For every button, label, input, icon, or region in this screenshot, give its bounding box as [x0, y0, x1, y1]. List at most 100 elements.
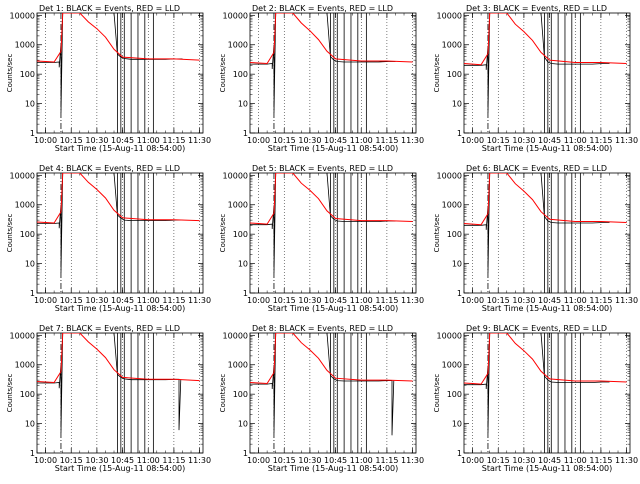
x-tick-label: 11:30	[401, 296, 424, 305]
panel-det-6: Det 6: BLACK = Events, RED = LLD Counts/s…	[433, 164, 638, 313]
x-tick-label: 11:00	[137, 136, 160, 145]
plot-frame	[36, 332, 204, 454]
y-axis-label: Counts/sec	[433, 374, 441, 413]
y-tick-label: 10	[25, 100, 35, 109]
y-tick-label: 10	[238, 260, 248, 269]
y-axis-label: Counts/sec	[433, 214, 441, 253]
chart-title: Det 8: BLACK = Events, RED = LLD	[252, 324, 393, 333]
x-tick-label: 10:45	[538, 136, 561, 145]
y-tick-label: 10	[25, 260, 35, 269]
series-events-line	[37, 333, 182, 433]
x-tick-label: 11:15	[589, 456, 612, 465]
y-tick-label: 100	[233, 390, 248, 399]
y-tick-label: 10000	[437, 171, 462, 180]
x-tick-label: 10:15	[60, 136, 83, 145]
x-tick-label: 11:15	[589, 296, 612, 305]
x-axis-label: Start Time (15-Aug-11 08:54:00)	[268, 304, 399, 313]
y-tick-label: 100	[20, 390, 35, 399]
x-tick-label: 11:15	[162, 456, 185, 465]
y-tick-label: 1	[457, 289, 462, 298]
x-tick-label: 10:45	[324, 456, 347, 465]
x-tick-label: 10:15	[487, 136, 510, 145]
x-tick-label: 10:30	[512, 456, 535, 465]
series-events-line	[464, 13, 610, 113]
x-tick-label: 11:00	[137, 296, 160, 305]
y-tick-label: 10	[238, 420, 248, 429]
series-events-line	[464, 333, 610, 433]
series-events-line	[250, 173, 396, 273]
panel-det-8: Det 8: BLACK = Events, RED = LLD Counts/s…	[219, 324, 424, 473]
chart-title: Det 4: BLACK = Events, RED = LLD	[39, 164, 180, 173]
x-tick-label: 11:30	[615, 296, 638, 305]
y-tick-label: 1	[30, 289, 35, 298]
series-events-line	[37, 13, 183, 113]
y-tick-label: 10	[452, 100, 462, 109]
x-tick-label: 11:30	[401, 456, 424, 465]
plot-frame	[249, 172, 417, 294]
y-tick-label: 10000	[223, 11, 248, 20]
x-tick-label: 10:45	[111, 296, 134, 305]
y-tick-label: 100	[20, 230, 35, 239]
y-tick-label: 100	[447, 390, 462, 399]
plot-frame	[249, 332, 417, 454]
x-tick-label: 11:00	[564, 456, 587, 465]
plot-frame	[36, 172, 204, 294]
x-axis-label: Start Time (15-Aug-11 08:54:00)	[482, 464, 613, 473]
x-tick-label: 10:15	[487, 296, 510, 305]
y-tick-label: 10	[238, 100, 248, 109]
plot-frame	[249, 12, 417, 134]
x-tick-label: 11:30	[188, 456, 211, 465]
x-tick-label: 11:15	[375, 456, 398, 465]
x-tick-label: 10:45	[538, 296, 561, 305]
x-tick-label: 10:00	[34, 456, 57, 465]
y-tick-label: 10000	[10, 331, 35, 340]
y-axis-label: Counts/sec	[219, 374, 227, 413]
x-axis-label: Start Time (15-Aug-11 08:54:00)	[55, 304, 186, 313]
x-tick-label: 10:30	[298, 456, 321, 465]
series-lld-line	[37, 333, 200, 384]
chart-title: Det 5: BLACK = Events, RED = LLD	[252, 164, 393, 173]
x-tick-label: 11:15	[589, 136, 612, 145]
series-lld-line	[464, 13, 627, 66]
x-tick-label: 10:00	[34, 136, 57, 145]
x-tick-label: 10:45	[111, 456, 134, 465]
panel-det-3: Det 3: BLACK = Events, RED = LLD Counts/s…	[433, 4, 638, 153]
series-lld-line	[464, 173, 627, 226]
y-tick-label: 1000	[228, 41, 248, 50]
x-tick-label: 11:15	[162, 136, 185, 145]
x-tick-label: 10:45	[111, 136, 134, 145]
chart-title: Det 6: BLACK = Events, RED = LLD	[466, 164, 607, 173]
y-tick-label: 100	[233, 70, 248, 79]
series-lld-line	[250, 13, 413, 65]
x-tick-label: 11:30	[401, 136, 424, 145]
x-tick-label: 10:00	[461, 296, 484, 305]
panel-det-2: Det 2: BLACK = Events, RED = LLD Counts/s…	[219, 4, 424, 153]
x-tick-label: 10:30	[298, 296, 321, 305]
y-tick-label: 100	[233, 230, 248, 239]
x-tick-label: 10:00	[34, 296, 57, 305]
plot-frame	[463, 12, 631, 134]
y-tick-label: 1000	[442, 361, 462, 370]
y-axis-label: Counts/sec	[6, 54, 14, 93]
x-tick-label: 10:45	[324, 296, 347, 305]
y-tick-label: 100	[447, 70, 462, 79]
y-tick-label: 10000	[10, 171, 35, 180]
x-tick-label: 11:00	[564, 296, 587, 305]
panel-det-9: Det 9: BLACK = Events, RED = LLD Counts/s…	[433, 324, 638, 473]
y-axis-label: Counts/sec	[6, 214, 14, 253]
x-tick-label: 11:00	[564, 136, 587, 145]
x-axis-label: Start Time (15-Aug-11 08:54:00)	[55, 464, 186, 473]
x-axis-label: Start Time (15-Aug-11 08:54:00)	[268, 144, 399, 153]
y-tick-label: 10	[452, 420, 462, 429]
plot-frame	[463, 332, 631, 454]
y-tick-label: 1000	[442, 41, 462, 50]
x-tick-label: 11:00	[350, 136, 373, 145]
x-tick-label: 10:45	[324, 136, 347, 145]
y-axis-label: Counts/sec	[433, 54, 441, 93]
y-tick-label: 1	[457, 449, 462, 458]
y-tick-label: 1	[457, 129, 462, 138]
x-tick-label: 11:30	[615, 136, 638, 145]
x-tick-label: 10:00	[461, 136, 484, 145]
y-tick-label: 1	[30, 449, 35, 458]
